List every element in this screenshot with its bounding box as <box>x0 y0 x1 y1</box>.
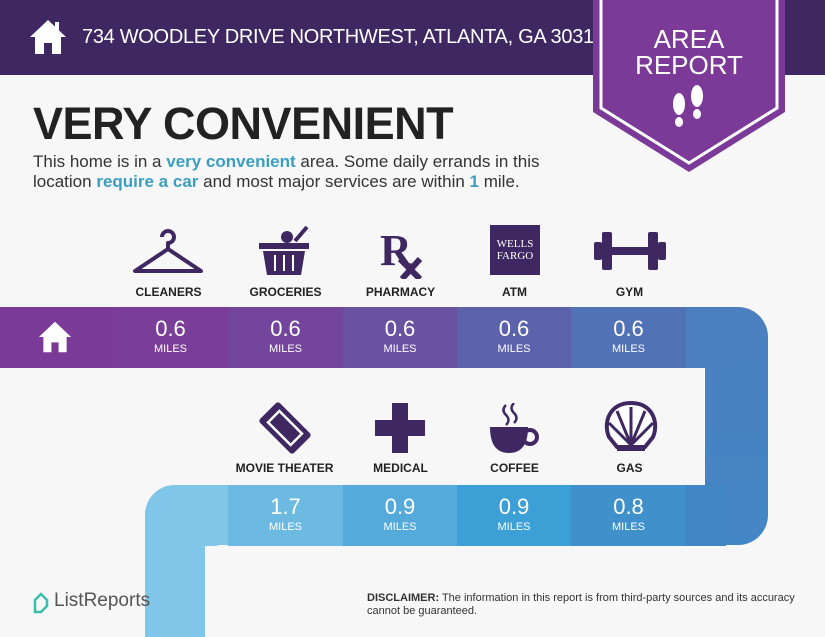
label-gym: GYM <box>615 285 644 299</box>
label-pharmacy: PHARMACY <box>365 285 436 299</box>
label-groceries: GROCERIES <box>249 285 322 299</box>
svg-text:REPORT: REPORT <box>635 50 743 80</box>
coffee-icon <box>490 403 539 453</box>
label-coffee: COFFEE <box>490 461 539 475</box>
label-atm: ATM <box>501 285 528 299</box>
listreports-logo-icon <box>33 592 49 614</box>
basket-icon <box>259 225 309 275</box>
home-icon <box>38 321 72 353</box>
home-icon <box>30 20 66 54</box>
label-medical: MEDICAL <box>373 461 428 475</box>
ticket-icon <box>259 402 311 454</box>
label-movie-theater: MOVIE THEATER <box>235 461 334 475</box>
label-cleaners: CLEANERS <box>135 285 202 299</box>
shell-icon <box>604 401 658 451</box>
distance-cleaners: 0.6 MILES <box>113 307 228 368</box>
rx-icon: R <box>380 226 422 279</box>
band-top-end <box>686 307 736 368</box>
hanger-icon <box>133 229 203 273</box>
band-bottom-end <box>686 485 726 546</box>
distance-medical: 0.9 MILES <box>343 485 457 546</box>
distance-gas: 0.8 MILES <box>571 485 686 546</box>
page-title: VERY CONVENIENT <box>33 98 454 149</box>
distance-atm: 0.6 MILES <box>457 307 571 368</box>
description: This home is in a very convenient area. … <box>33 152 540 191</box>
wells-fargo-logo: WELLS FARGO <box>490 225 540 275</box>
band-bottom-start <box>145 485 228 546</box>
distance-coffee: 0.9 MILES <box>457 485 571 546</box>
listreports-logo: ListReports <box>54 590 151 611</box>
cross-icon <box>375 403 425 453</box>
svg-text:AREA: AREA <box>654 24 725 54</box>
address: 734 WOODLEY DRIVE NORTHWEST, ATLANTA, GA… <box>82 26 605 48</box>
label-gas: GAS <box>616 461 643 475</box>
distance-gym: 0.6 MILES <box>571 307 686 368</box>
disclaimer: DISCLAIMER: The information in this repo… <box>367 592 795 617</box>
distance-pharmacy: 0.6 MILES <box>343 307 457 368</box>
band-inner-gap <box>665 368 705 485</box>
distance-movie-theater: 1.7 MILES <box>228 485 343 546</box>
distance-groceries: 0.6 MILES <box>228 307 343 368</box>
dumbbell-icon <box>594 232 666 270</box>
band-inner-corner <box>205 545 245 585</box>
area-report-badge: AREA REPORT <box>593 0 785 172</box>
footprints-icon <box>673 85 703 127</box>
